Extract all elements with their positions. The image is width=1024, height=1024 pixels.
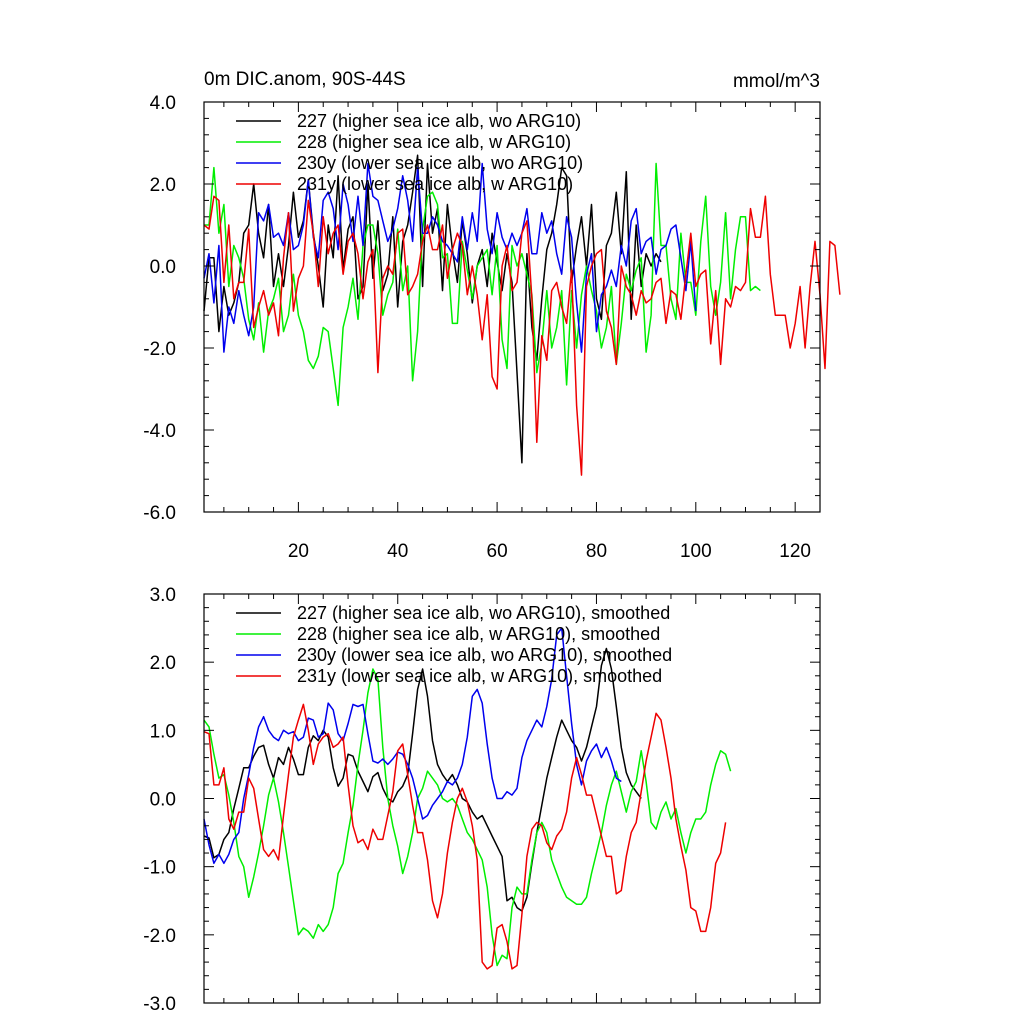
bottom-legend-label-1: 227 (higher sea ice alb, wo ARG10), smoo…	[297, 603, 670, 623]
top-y-tick-label: 4.0	[150, 93, 176, 114]
top-series-line-2	[204, 162, 761, 407]
top-x-tick-label: 80	[586, 541, 607, 562]
bottom-series-line-3	[203, 627, 622, 865]
bottom-y-tick-label: -2.0	[143, 926, 176, 947]
bottom-y-tick-label: 1.0	[150, 721, 176, 742]
bottom-y-tick-label: 2.0	[150, 653, 176, 674]
bottom-legend-label-4: 231y (lower sea ice alb, w ARG10), smoot…	[297, 666, 662, 686]
top-plot-frame	[203, 101, 821, 513]
bottom-series-line-2	[203, 668, 732, 967]
top-x-tick-label: 120	[779, 541, 811, 562]
top-series-line-4	[203, 195, 841, 476]
chart-title: 0m DIC.anom, 90S-44S	[204, 69, 406, 90]
top-panel: -6.0 -4.0 -2.0 0.0 2.0 4.0 20 40 60 80 100 120 227 …	[143, 93, 841, 562]
bottom-series-line-4	[203, 703, 727, 970]
bottom-legend-label-2: 228 (higher sea ice alb, w ARG10), smoot…	[297, 624, 660, 644]
top-y-tick-label: 0.0	[150, 257, 176, 278]
bottom-y-tick-label: 3.0	[150, 585, 176, 606]
top-legend: 227 (higher sea ice alb, wo ARG10)228 (h…	[236, 111, 583, 194]
top-legend-label-3: 230y (lower sea ice alb, wo ARG10)	[297, 153, 583, 173]
top-ticks: -6.0 -4.0 -2.0 0.0 2.0 4.0 20 40 60 80 100 120	[143, 93, 821, 562]
bottom-y-tick-label: 0.0	[150, 790, 176, 811]
bottom-panel: -3.0 -2.0 -1.0 0.0 1.0 2.0 3.0 227 (higher sea…	[143, 585, 821, 1015]
top-x-tick-label: 20	[288, 541, 309, 562]
bottom-y-tick-label: -1.0	[143, 858, 176, 879]
top-x-tick-label: 40	[387, 541, 408, 562]
top-x-tick-label: 100	[680, 541, 712, 562]
bottom-legend-label-3: 230y (lower sea ice alb, wo ARG10), smoo…	[297, 645, 672, 665]
top-legend-label-2: 228 (higher sea ice alb, w ARG10)	[297, 132, 571, 152]
bottom-y-tick-label: -3.0	[143, 994, 176, 1015]
bottom-series-line-1	[203, 647, 642, 912]
top-series-line-1	[203, 154, 662, 464]
top-legend-label-4: 231y (lower sea ice alb, w ARG10)	[297, 174, 573, 194]
top-y-tick-label: -4.0	[143, 421, 176, 442]
bottom-ticks: -3.0 -2.0 -1.0 0.0 1.0 2.0 3.0	[143, 585, 821, 1015]
bottom-series-group	[203, 627, 732, 970]
top-series-group	[203, 154, 841, 476]
top-x-tick-label: 60	[487, 541, 508, 562]
top-legend-label-1: 227 (higher sea ice alb, wo ARG10)	[297, 111, 581, 131]
top-y-tick-label: 2.0	[150, 175, 176, 196]
top-y-tick-label: -2.0	[143, 339, 176, 360]
top-y-tick-label: -6.0	[143, 503, 176, 524]
bottom-legend: 227 (higher sea ice alb, wo ARG10), smoo…	[236, 603, 672, 686]
units-label: mmol/m^3	[733, 71, 820, 92]
